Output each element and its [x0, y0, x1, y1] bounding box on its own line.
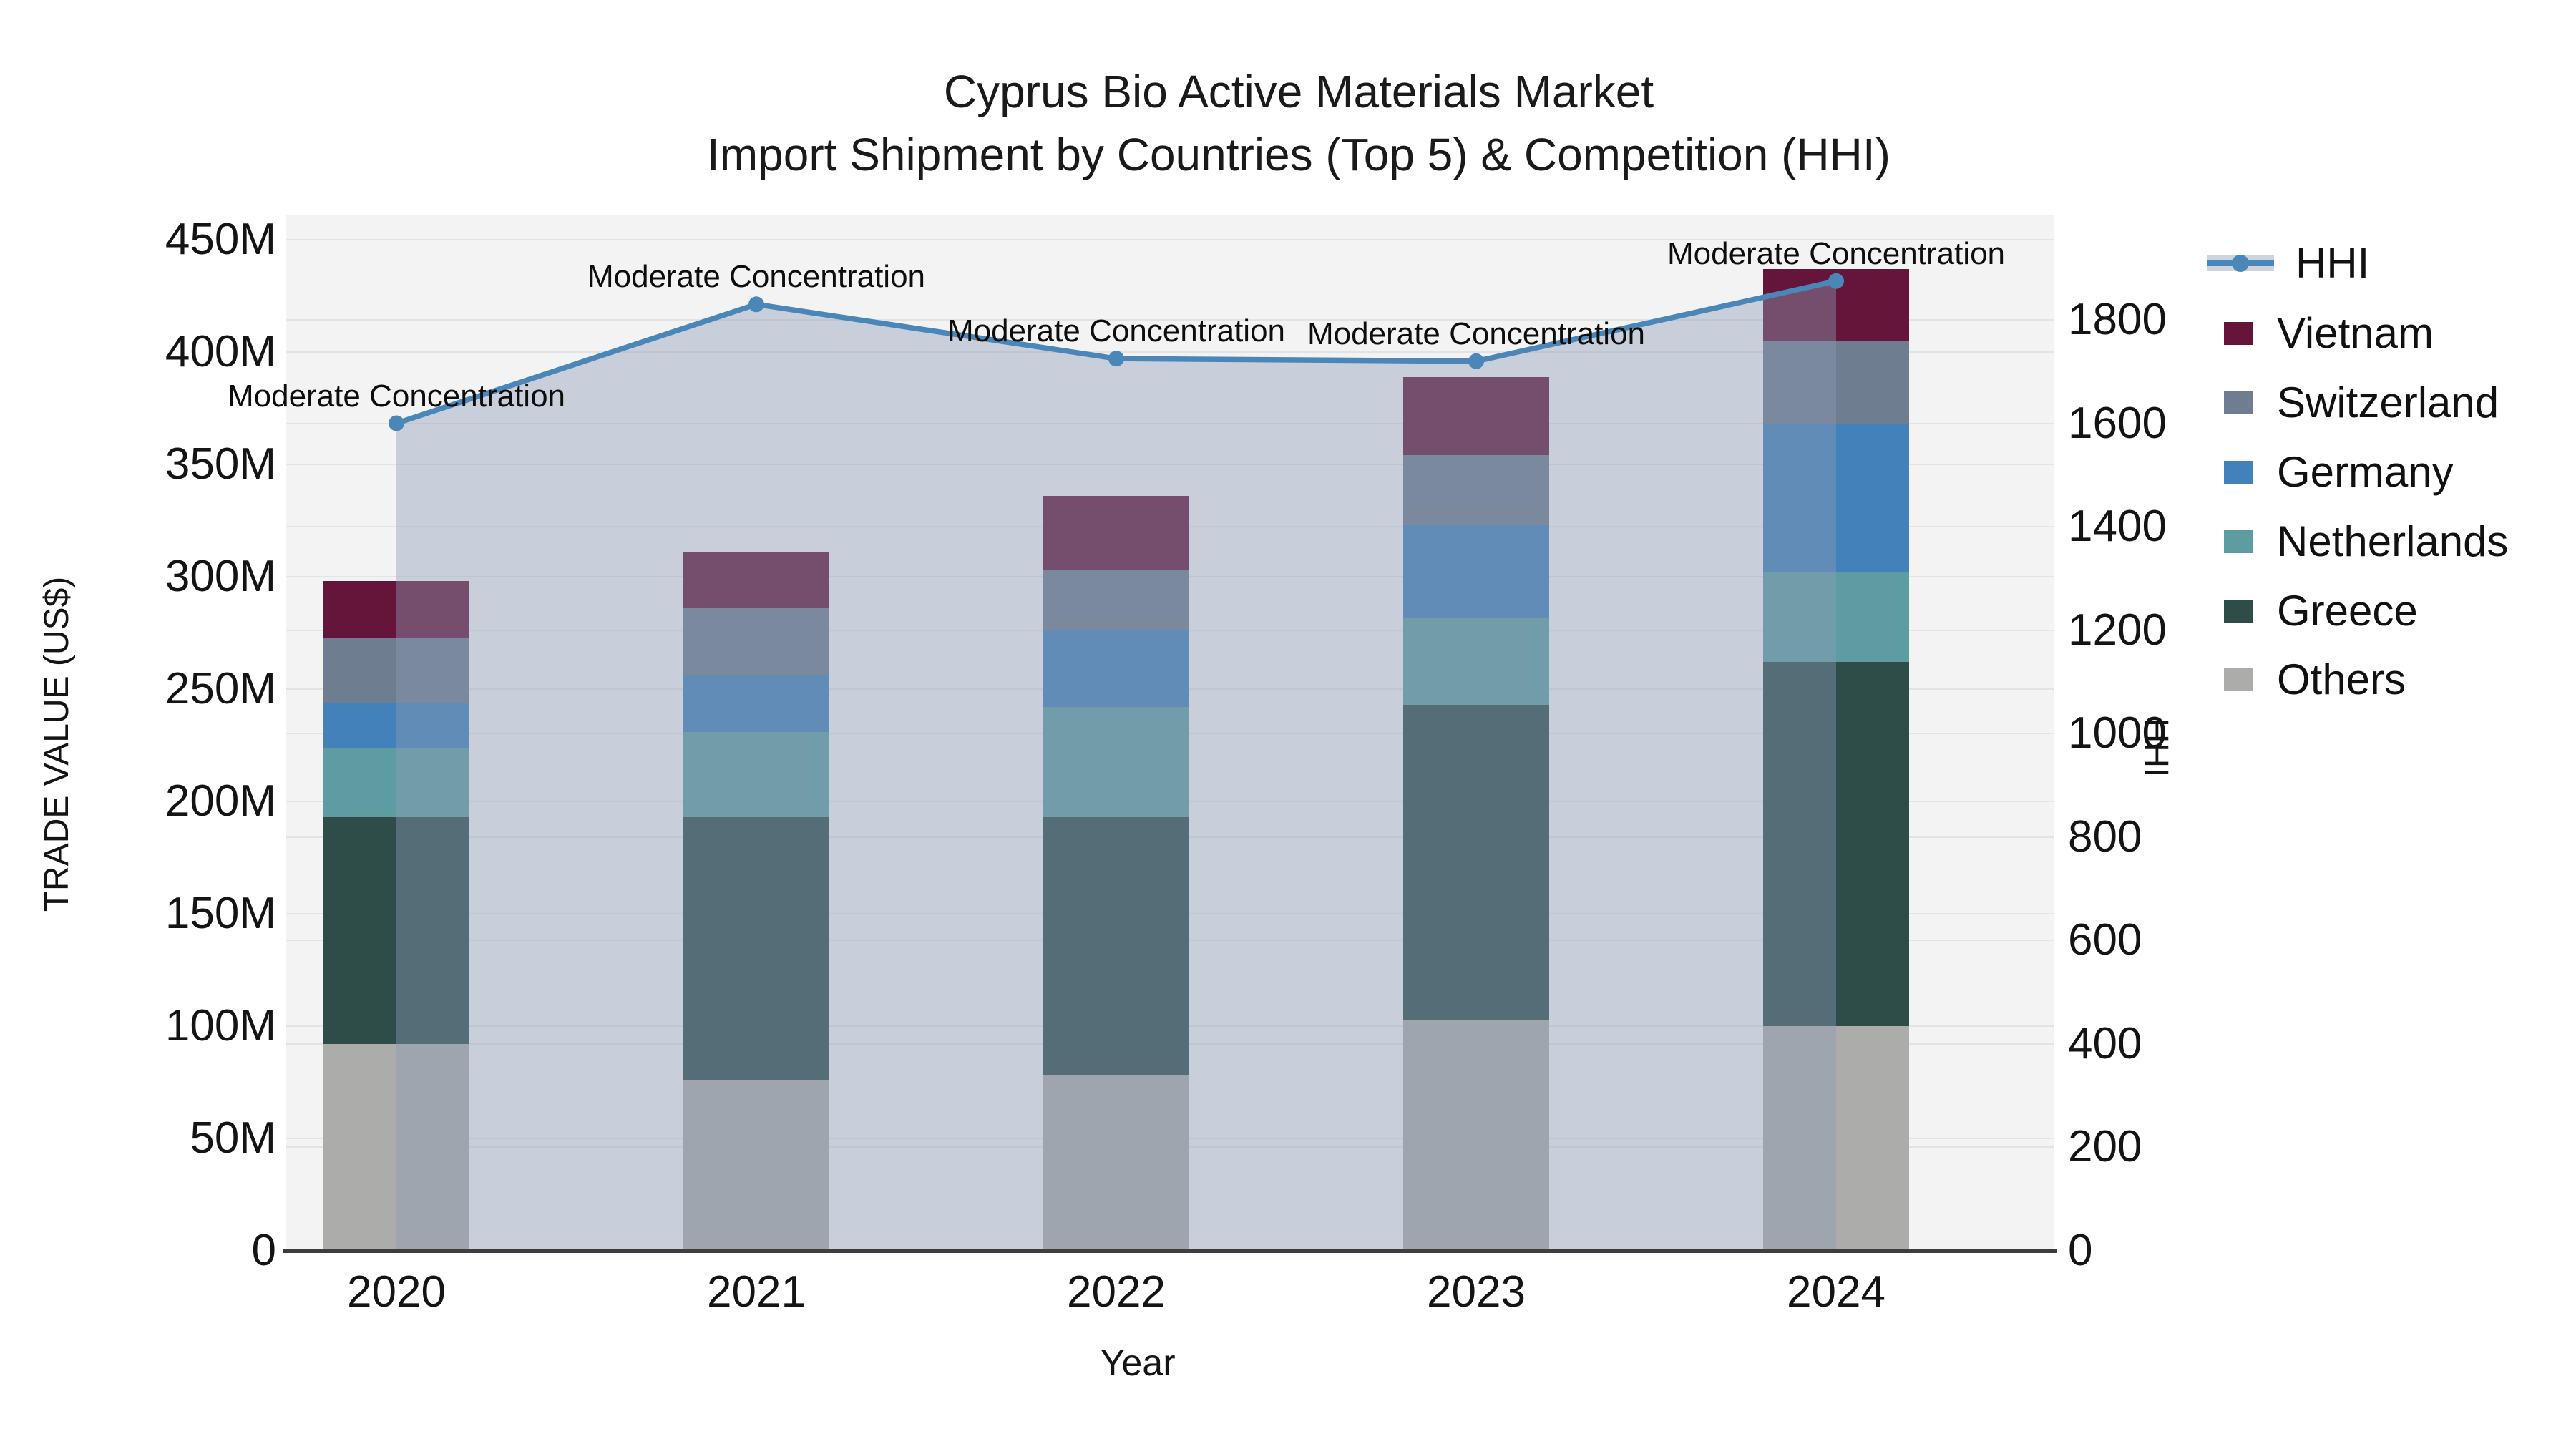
x-tick-2022: 2022 [1067, 1267, 1166, 1317]
bar-segment-switzerland-2022 [1043, 570, 1189, 631]
bar-segment-vietnam-2022 [1043, 495, 1189, 570]
bar-segment-germany-2022 [1043, 630, 1189, 708]
y-tick-right-1600: 1600 [2068, 398, 2167, 448]
y-tick-right-0: 0 [2068, 1226, 2093, 1275]
x-tick-2020: 2020 [347, 1267, 446, 1317]
legend-label-germany: Germany [2277, 448, 2454, 496]
legend-hhi-marker [2232, 255, 2249, 272]
bar-segment-switzerland-2023 [1403, 455, 1549, 525]
y-tick-left-450M: 450M [165, 215, 276, 264]
bar-segment-netherlands-2020 [323, 747, 469, 817]
legend-swatch-germany [2224, 461, 2253, 484]
legend-swatch-netherlands [2224, 530, 2253, 553]
bar-segment-greece-2024 [1763, 662, 1909, 1026]
bar-segment-netherlands-2021 [683, 731, 829, 817]
annotation-2024: Moderate Concentration [1667, 235, 2006, 271]
legend-label-netherlands: Netherlands [2277, 517, 2509, 565]
gridline-left-axis [286, 464, 2054, 465]
legend-label-greece: Greece [2277, 587, 2418, 635]
chart-title-line1: Cyprus Bio Active Materials Market [943, 66, 1654, 117]
y-tick-right-600: 600 [2068, 915, 2142, 965]
x-tick-2021: 2021 [707, 1267, 806, 1317]
y-tick-right-1000: 1000 [2068, 708, 2167, 758]
annotation-2023: Moderate Concentration [1307, 316, 1646, 351]
chart-title-line2: Import Shipment by Countries (Top 5) & C… [707, 129, 1890, 180]
legend-label-switzerland: Switzerland [2277, 379, 2499, 426]
y-tick-left-350M: 350M [165, 439, 276, 489]
legend-swatch-vietnam [2224, 322, 2253, 345]
bar-segment-germany-2024 [1763, 424, 1909, 572]
annotation-2020: Moderate Concentration [227, 378, 566, 414]
gridline-left-axis [286, 239, 2054, 240]
annotation-2022: Moderate Concentration [947, 313, 1286, 349]
y-tick-left-400M: 400M [165, 327, 276, 376]
legend-label-vietnam: Vietnam [2277, 309, 2434, 357]
bar-segment-germany-2023 [1403, 525, 1549, 618]
legend-swatch-greece [2224, 600, 2253, 623]
bar-segment-others-2021 [683, 1080, 829, 1251]
annotation-2021: Moderate Concentration [587, 259, 926, 295]
x-tick-2023: 2023 [1427, 1267, 1526, 1317]
y-tick-left-250M: 250M [165, 664, 276, 713]
bar-segment-germany-2021 [683, 675, 829, 732]
legend-label-hhi: HHI [2296, 239, 2370, 287]
bar-segment-greece-2021 [683, 816, 829, 1080]
bar-segment-vietnam-2020 [323, 581, 469, 638]
legend-hhi-swatch [2207, 255, 2274, 272]
bar-segment-others-2024 [1763, 1026, 1909, 1251]
y-tick-right-1400: 1400 [2068, 502, 2167, 552]
y-tick-right-200: 200 [2068, 1122, 2142, 1172]
bar-segment-greece-2020 [323, 816, 469, 1045]
bar-segment-germany-2020 [323, 702, 469, 748]
y-tick-left-300M: 300M [165, 552, 276, 601]
legend-label-others: Others [2277, 655, 2406, 703]
bar-segment-switzerland-2020 [323, 637, 469, 703]
x-axis-line [283, 1249, 2057, 1253]
y-tick-right-1200: 1200 [2068, 605, 2167, 655]
x-axis-title: Year [1100, 1342, 1176, 1384]
bar-segment-netherlands-2023 [1403, 617, 1549, 705]
y-tick-left-0: 0 [251, 1226, 276, 1275]
bar-segment-others-2023 [1403, 1019, 1549, 1251]
y-tick-right-800: 800 [2068, 811, 2142, 862]
y-tick-right-400: 400 [2068, 1018, 2142, 1068]
bar-segment-netherlands-2022 [1043, 707, 1189, 817]
bar-segment-netherlands-2024 [1763, 572, 1909, 663]
bar-segment-greece-2022 [1043, 816, 1189, 1076]
bar-segment-greece-2023 [1403, 704, 1549, 1020]
y-tick-right-1800: 1800 [2068, 294, 2167, 344]
bar-segment-switzerland-2021 [683, 608, 829, 676]
y-tick-left-100M: 100M [165, 1001, 276, 1050]
bar-segment-others-2022 [1043, 1075, 1189, 1251]
y-tick-left-200M: 200M [165, 776, 276, 826]
y-tick-left-150M: 150M [165, 889, 276, 938]
bar-segment-others-2020 [323, 1044, 469, 1251]
bar-segment-vietnam-2021 [683, 552, 829, 608]
x-tick-2024: 2024 [1787, 1267, 1885, 1317]
legend-swatch-switzerland [2224, 391, 2253, 414]
legend-swatch-others [2224, 668, 2253, 691]
y-tick-left-50M: 50M [190, 1113, 276, 1163]
